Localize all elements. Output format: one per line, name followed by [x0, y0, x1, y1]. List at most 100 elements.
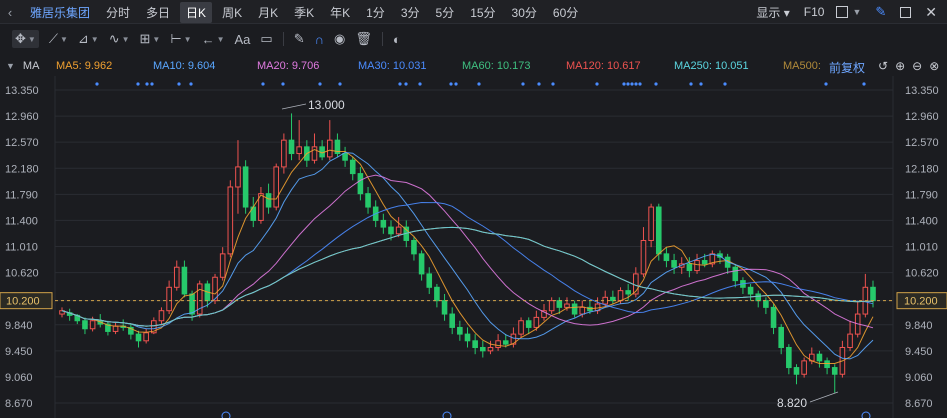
candle-body — [786, 346, 792, 369]
y-tick-label-right: 11.790 — [905, 189, 938, 201]
eye-tool-icon[interactable]: ◉ — [333, 31, 346, 46]
restore-window-icon[interactable] — [900, 6, 912, 18]
bottom-event-marker — [442, 411, 452, 418]
candle-body — [288, 139, 295, 155]
pen-icon[interactable]: ✎ — [875, 4, 887, 19]
period-tab-12[interactable]: 60分 — [552, 5, 579, 20]
max-pointer-line — [281, 103, 307, 110]
ma-item-7: MA500: — [783, 60, 821, 72]
period-tab-8[interactable]: 3分 — [400, 5, 420, 20]
f10-button[interactable]: F10 — [803, 5, 825, 19]
period-tab-9[interactable]: 5分 — [435, 5, 455, 20]
crosshair-tool-icon[interactable]: ✥ ▼ — [12, 30, 39, 48]
candle-body — [326, 139, 333, 158]
candle-body — [663, 253, 670, 262]
candle-body — [518, 320, 524, 335]
layout-square-icon[interactable] — [836, 6, 849, 18]
candle-body — [579, 306, 586, 315]
candle-body — [694, 260, 700, 272]
ma-line-30 — [61, 201, 874, 327]
y-tick-label-left: 12.960 — [5, 111, 39, 123]
wave-tool-icon[interactable]: ∿ ▼ — [108, 31, 130, 46]
close-panel-icon[interactable]: ⊗ — [929, 59, 940, 73]
undo-icon[interactable]: ↺ — [878, 59, 889, 73]
stock-name[interactable]: 雅居乐集团 — [30, 5, 91, 20]
event-dot — [654, 82, 658, 86]
ma-controls: ↺ ⊕ ⊖ ⊗ — [878, 59, 946, 73]
candle-body — [273, 166, 280, 208]
text-tool-icon[interactable]: Aa — [234, 31, 251, 47]
candle-body — [235, 166, 241, 188]
event-dot — [145, 82, 149, 86]
bottom-event-marker — [861, 411, 871, 418]
candle-body — [418, 253, 425, 275]
candle-body — [143, 332, 149, 342]
channel-tool-icon[interactable]: ⊿ ▼ — [77, 31, 99, 46]
period-tab-7[interactable]: 1分 — [366, 5, 385, 20]
candle-body — [464, 333, 471, 342]
display-menu-button[interactable]: 显示 ▾ — [756, 5, 790, 20]
candlestick-chart[interactable]: 13.350 13.350 12.960 12.960 12.570 12.570 12.1… — [0, 76, 947, 418]
period-tab-6[interactable]: 年K — [330, 5, 351, 20]
fib-tool-icon[interactable]: ⊞ ▼ — [139, 31, 161, 46]
candle-body — [816, 353, 823, 362]
event-dot — [551, 82, 555, 86]
event-dot — [150, 82, 154, 86]
current-price-label-right: 10.200 — [904, 296, 938, 308]
add-icon[interactable]: ⊕ — [895, 59, 906, 73]
current-price-tag-right — [896, 292, 947, 310]
event-dot — [622, 82, 626, 86]
candle-body — [334, 139, 341, 155]
period-tab-3[interactable]: 周K — [222, 5, 243, 20]
period-tab-5[interactable]: 季K — [294, 5, 315, 20]
chevron-left-icon[interactable]: ‹ — [7, 4, 13, 20]
period-tab-11[interactable]: 30分 — [511, 5, 537, 20]
arrow-tool-icon[interactable]: ← ▼ — [201, 31, 225, 47]
candle-body — [128, 326, 134, 335]
candle-body — [411, 239, 417, 255]
magnet-tool-icon[interactable]: ∩ — [314, 31, 324, 47]
candle-body — [349, 159, 356, 175]
event-dot — [261, 82, 265, 86]
y-tick-label-right: 13.350 — [905, 85, 939, 97]
eraser-tool-icon[interactable]: ✎ — [293, 31, 305, 46]
current-price-label-left: 10.200 — [6, 296, 40, 308]
event-dot — [634, 82, 638, 86]
candle-body — [801, 360, 807, 375]
toggle-tool-icon[interactable]: ◐ — [392, 31, 401, 47]
event-dot — [626, 82, 630, 86]
adjust-mode-button[interactable]: 前复权 — [829, 61, 866, 75]
candle-body — [388, 226, 394, 235]
candle-body — [173, 266, 180, 288]
candle-body — [105, 323, 111, 332]
candle-body — [82, 320, 88, 330]
chevron-down-icon[interactable]: ▼ — [852, 7, 862, 17]
candle-body — [625, 290, 631, 295]
event-dot — [689, 82, 693, 86]
candle-body — [135, 333, 142, 342]
y-tick-label-right: 9.450 — [905, 346, 933, 358]
period-tab-2[interactable]: 日K — [180, 1, 213, 23]
y-tick-label-left: 11.400 — [5, 215, 38, 227]
candle-body — [533, 316, 540, 328]
period-tab-1[interactable]: 多日 — [146, 5, 171, 20]
range-tool-icon[interactable]: ⊢ ▼ — [170, 31, 192, 46]
candle-body — [258, 193, 264, 221]
trash-tool-icon[interactable]: 🗑 — [355, 31, 372, 46]
y-tick-label-left: 12.570 — [5, 137, 39, 149]
y-tick-label-left: 12.180 — [5, 163, 39, 175]
event-dot — [723, 82, 727, 86]
ma-line-10 — [61, 151, 874, 360]
collapse-triangle-icon[interactable]: ▼ — [6, 61, 15, 71]
period-tab-4[interactable]: 月K — [258, 5, 279, 20]
candle-body — [701, 260, 708, 265]
period-tab-0[interactable]: 分时 — [106, 5, 131, 20]
candle-body — [548, 300, 555, 312]
remove-icon[interactable]: ⊖ — [912, 59, 923, 73]
comment-tool-icon[interactable]: ▭ — [260, 31, 273, 46]
close-icon[interactable]: ✕ — [925, 3, 937, 20]
line-tool-icon[interactable]: ⟋ ▼ — [48, 31, 68, 46]
period-tab-10[interactable]: 15分 — [470, 5, 496, 20]
candle-body — [449, 313, 455, 328]
candle-body — [296, 146, 302, 155]
